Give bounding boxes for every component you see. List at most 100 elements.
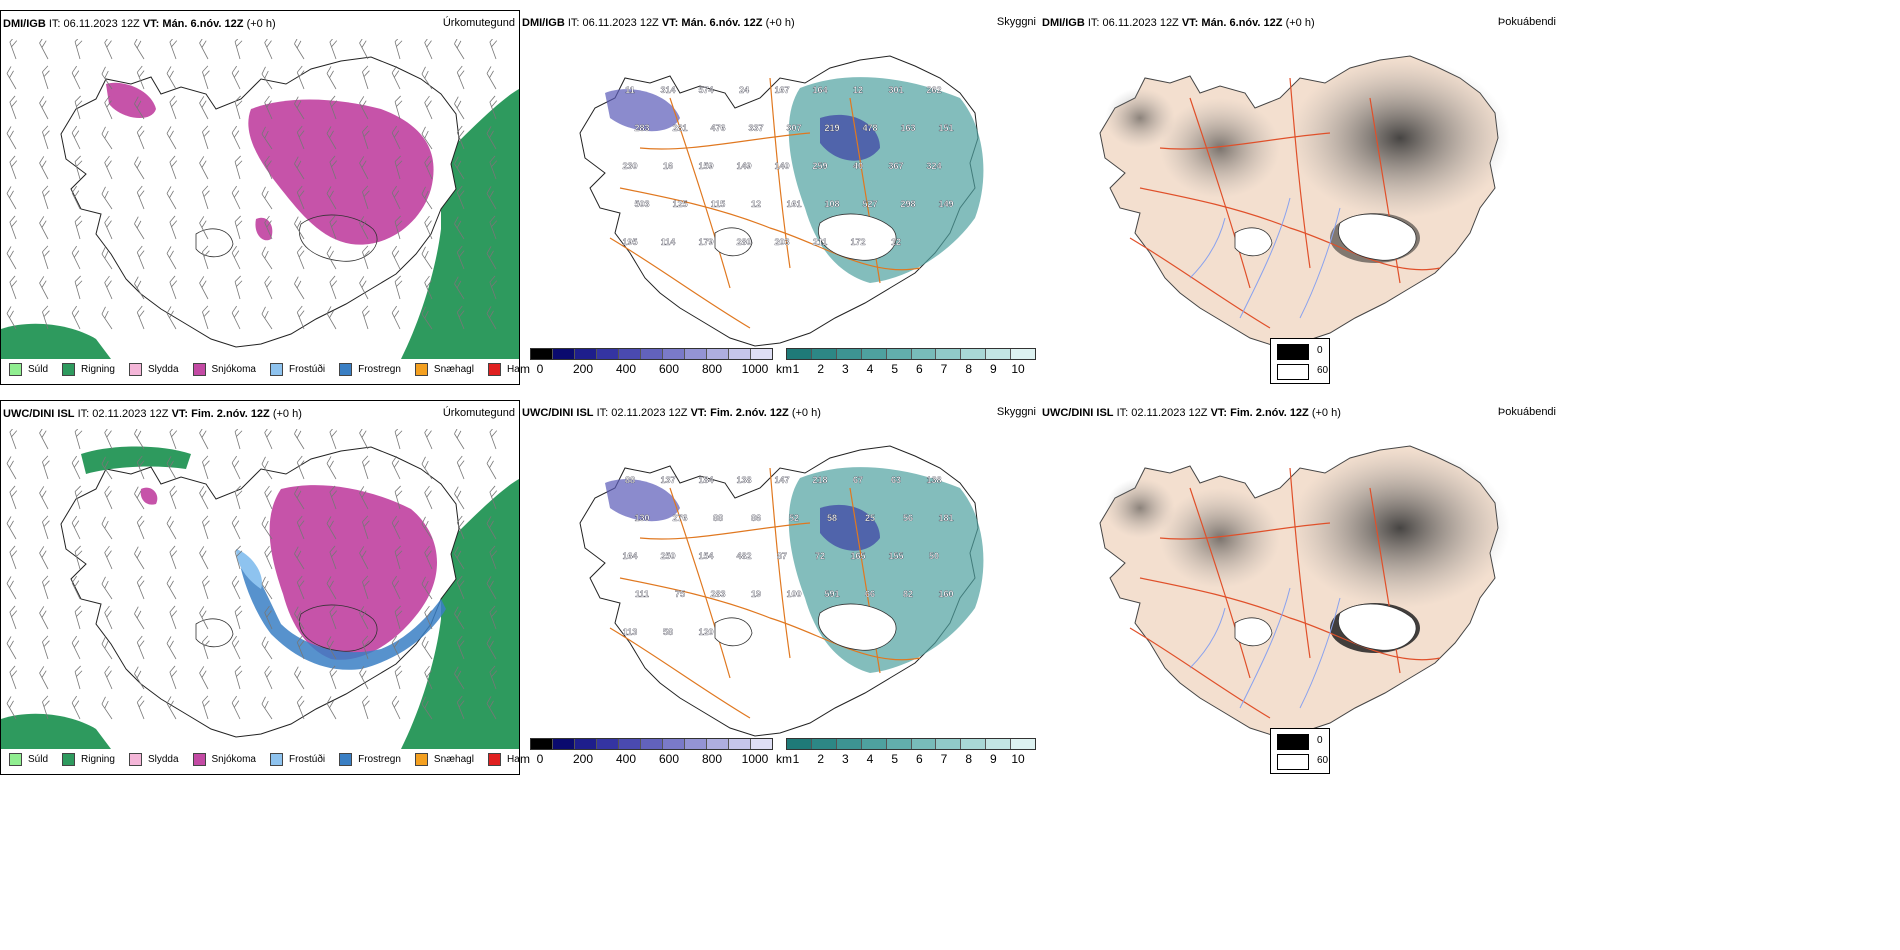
elevation-label: 281	[672, 123, 687, 133]
wind-barb	[136, 515, 145, 540]
wind-barb	[39, 96, 49, 120]
elevation-label: 298	[900, 199, 915, 209]
colorbar-tick: 800	[701, 362, 723, 376]
wind-barb	[326, 636, 337, 660]
wind-barb	[296, 575, 305, 600]
wind-barb	[199, 216, 209, 240]
wind-barb	[329, 95, 338, 120]
wind-barb	[329, 545, 338, 570]
elevation-label: 12	[853, 85, 863, 95]
wind-barb	[362, 455, 370, 480]
wind-barb	[454, 606, 465, 630]
fog-indicator-legend: 0 60	[1270, 728, 1330, 774]
wind-barb	[421, 636, 433, 660]
snow-area	[106, 82, 156, 119]
legend-label: Frostregn	[358, 754, 401, 765]
elevation-label: 230	[622, 161, 637, 171]
wind-barb	[169, 155, 178, 180]
legend-item: Snæhagl	[414, 753, 474, 766]
wind-barb	[391, 305, 401, 330]
model-label: DMI/IGB	[522, 17, 565, 29]
wind-barb	[231, 305, 241, 330]
colorbar-bin	[811, 739, 837, 749]
wind-barb	[42, 635, 50, 660]
colorbar-bin	[663, 349, 685, 359]
wind-barb	[166, 306, 177, 330]
wind-barb	[261, 246, 273, 270]
panel-title: Úrkomutegund	[442, 17, 515, 29]
wind-barb	[199, 666, 209, 690]
colorbar-bin	[886, 349, 912, 359]
legend-item: Slydda	[128, 753, 179, 766]
lead-time: (+0 h)	[791, 407, 821, 419]
wind-barb	[326, 576, 337, 600]
wind-barb	[394, 545, 403, 570]
wind-barb	[391, 515, 401, 540]
precip-type-panel: UWC/DINI ISL IT: 02.11.2023 12Z VT: Fim.…	[0, 400, 520, 775]
wind-barb	[296, 245, 305, 270]
wind-barb	[261, 696, 273, 720]
low-visibility-area	[605, 89, 680, 132]
vis_bar-colorbar-unit: km	[776, 362, 792, 376]
panel-title: Þokuábendi	[1497, 406, 1556, 418]
wind-barb	[486, 246, 497, 270]
model-label: DMI/IGB	[1042, 17, 1085, 29]
wind-barb	[454, 216, 465, 240]
colorbar-tick: 7	[940, 362, 948, 376]
wind-barb	[234, 605, 243, 630]
wind-barb	[489, 155, 498, 180]
colorbar-tick: 3	[841, 752, 849, 766]
legend-swatch	[128, 753, 142, 766]
fog-area	[1105, 478, 1175, 538]
colorbar-tick: 5	[891, 362, 898, 376]
freezing-drizzle-area	[236, 549, 262, 589]
wind-barb	[421, 456, 433, 480]
elevation-label: 155	[888, 551, 903, 561]
wind-barb	[134, 429, 145, 450]
colorbar-bin	[707, 349, 729, 359]
road	[1369, 487, 1401, 674]
road	[669, 97, 731, 289]
legend-label: Haglél	[506, 364, 520, 375]
wind-barb	[362, 65, 370, 90]
legend-item: Frostregn	[339, 363, 401, 376]
road	[1139, 187, 1441, 271]
wind-barb	[424, 545, 433, 570]
wind-barb	[101, 126, 113, 150]
colorbar-bin	[986, 349, 1012, 359]
legend-swatch	[62, 753, 76, 766]
colorbar-bin	[836, 349, 862, 359]
wind-barb	[261, 456, 273, 480]
wind-barb	[394, 39, 403, 60]
wind-barb	[264, 39, 273, 60]
wind-barbs	[6, 39, 498, 330]
wind-barb	[71, 125, 81, 150]
panel-header: DMI/IGB IT: 06.11.2023 12Z VT: Mán. 6.nó…	[3, 18, 276, 30]
wind-barb	[9, 215, 18, 240]
wind-barb	[294, 486, 305, 510]
wind-barb	[74, 95, 83, 120]
wind-barb	[169, 39, 178, 60]
wind-barb	[326, 186, 337, 210]
wind-barb	[71, 65, 81, 90]
vt-label: VT:	[690, 407, 708, 419]
wind-barb	[231, 695, 241, 720]
wind-barb	[101, 186, 113, 210]
elevation-label: 82	[903, 589, 913, 599]
wind-barb	[359, 156, 369, 180]
elevation-label: 24	[739, 85, 749, 95]
wind-barb	[486, 186, 497, 210]
wind-barb	[296, 695, 305, 720]
elevation-label: 179	[698, 237, 713, 247]
glacier-outline	[1338, 213, 1417, 261]
legend-item: Rigning	[62, 753, 115, 766]
wind-barb	[261, 126, 273, 150]
wind-barb	[136, 455, 145, 480]
fog-area	[1290, 448, 1510, 608]
legend-label: Rigning	[81, 364, 115, 375]
elevation-label: 203	[774, 237, 789, 247]
colorbar-tick: 1000	[741, 752, 769, 766]
legend-swatch	[9, 363, 22, 376]
river	[1299, 597, 1341, 709]
wind-barb	[456, 185, 465, 210]
